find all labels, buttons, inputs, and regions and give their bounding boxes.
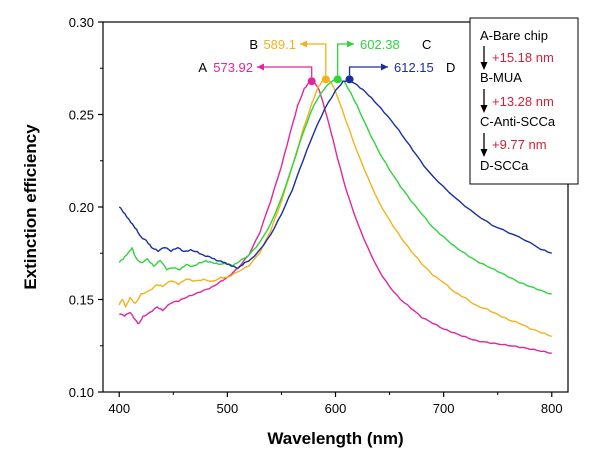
peak-letter-c: C (422, 37, 431, 52)
peak-letter-a: A (198, 60, 207, 75)
legend-step-d: D-SCCa (480, 158, 529, 173)
arrow-icon (381, 63, 388, 71)
y-tick-label: 0.25 (69, 108, 94, 123)
legend-step-a: A-Bare chip (480, 28, 548, 43)
legend-arrow-down-icon (480, 46, 488, 70)
peak-marker-b (321, 75, 330, 84)
x-tick-label: 500 (217, 401, 239, 416)
peak-value-a: 573.92 (213, 60, 253, 75)
peak-marker-d (345, 75, 354, 84)
peak-value-d: 612.15 (394, 60, 434, 75)
peak-letter-d: D (446, 60, 455, 75)
x-tick-label: 400 (108, 401, 130, 416)
y-tick-label: 0.30 (69, 15, 94, 30)
legend-arrow-down-icon (480, 133, 488, 157)
x-tick-label: 800 (541, 401, 563, 416)
x-axis-ticks: 400 500 600 700 800 (108, 392, 563, 416)
legend-step-c: C-Anti-SCCa (480, 114, 556, 129)
legend-shift-ab: +15.18 nm (492, 50, 554, 65)
legend-step-b: B-MUA (480, 70, 522, 85)
arrow-icon (347, 40, 354, 48)
x-tick-label: 600 (325, 401, 347, 416)
peak-value-b: 589.1 (263, 37, 296, 52)
peak-marker-a (307, 77, 316, 86)
arrow-icon (257, 63, 264, 71)
series-lines (118, 77, 553, 354)
peak-leader-a (257, 66, 313, 78)
y-tick-label: 0.20 (69, 200, 94, 215)
legend-box (469, 17, 579, 185)
peak-leader-d (348, 66, 388, 76)
series-line-c (118, 78, 552, 295)
series-line-d (118, 78, 552, 269)
legend-arrow-down-icon (480, 89, 488, 113)
y-tick-label: 0.15 (69, 293, 94, 308)
peak-letter-b: B (249, 37, 258, 52)
x-tick-label: 700 (433, 401, 455, 416)
peak-marker-c (333, 75, 342, 84)
legend: A-Bare chip +15.18 nm B-MUA +13.28 nm C-… (469, 17, 579, 185)
legend-shift-cd: +9.77 nm (492, 137, 547, 152)
peak-leader-b (300, 43, 327, 76)
peak-value-c: 602.38 (360, 37, 400, 52)
y-axis-title: Extinction efficiency (21, 124, 40, 290)
peak-leader-c (337, 43, 354, 76)
peak-annotations: 573.92 A 589.1 B 602.38 C 612.15 D (198, 37, 455, 86)
arrow-icon (300, 40, 307, 48)
legend-shift-bc: +13.28 nm (492, 94, 554, 109)
y-axis-ticks: 0.10 0.15 0.20 0.25 0.30 (69, 15, 103, 400)
x-axis-title: Wavelength (nm) (267, 429, 403, 448)
series-line-b (118, 77, 553, 338)
y-tick-label: 0.10 (69, 385, 94, 400)
